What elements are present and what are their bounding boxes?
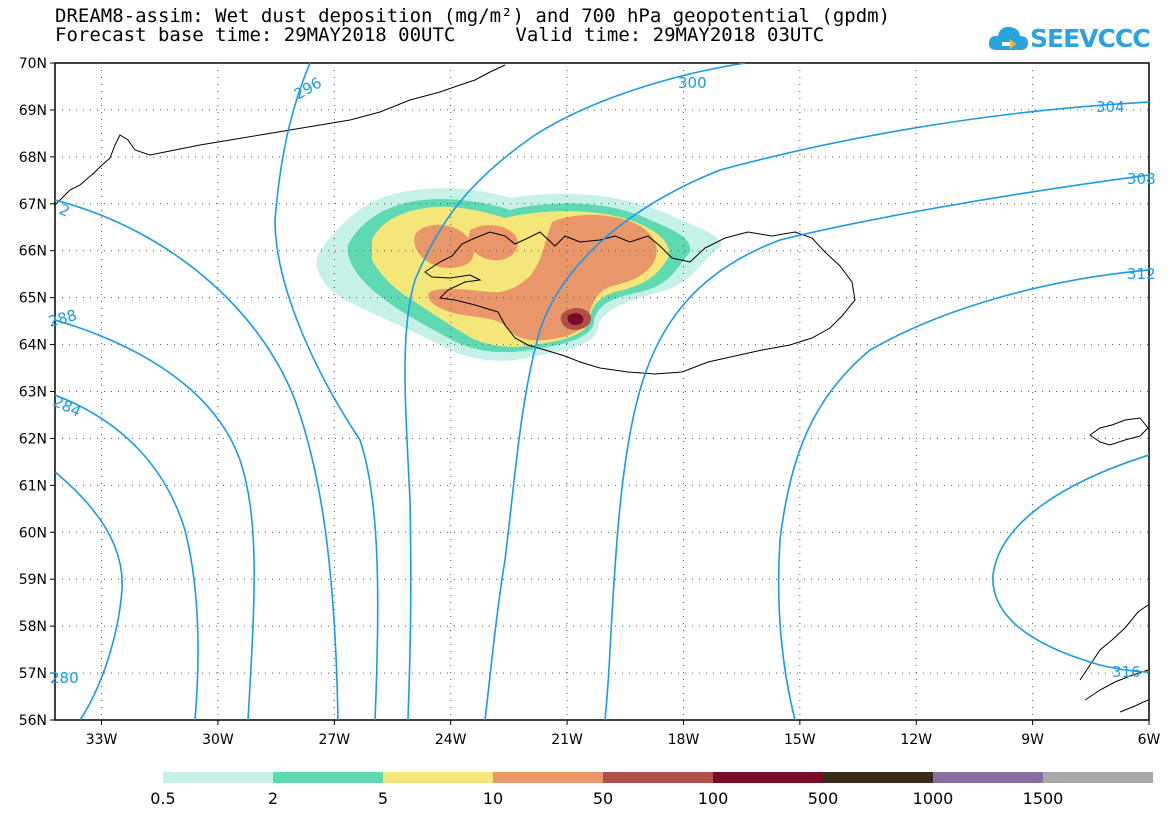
scotland-coast <box>1079 604 1149 713</box>
legend-swatch <box>493 772 603 783</box>
contour-label-312: 312 <box>1127 265 1156 283</box>
legend-swatch <box>933 772 1043 783</box>
contour-300 <box>404 63 746 720</box>
contour-284 <box>55 394 199 720</box>
lon-tick-label: 9W <box>1021 732 1044 748</box>
lat-tick-label: 64N <box>19 338 47 354</box>
lon-tick-label: 30W <box>202 732 234 748</box>
lat-tick-label: 66N <box>19 244 47 260</box>
legend-threshold-label: 1000 <box>913 789 954 808</box>
legend-swatch <box>713 772 823 783</box>
forecast-base-time: Forecast base time: 29MAY2018 00UTC <box>55 24 456 46</box>
lon-tick-label: 6W <box>1138 732 1161 748</box>
legend-swatch <box>273 772 383 783</box>
greenland-coast <box>55 64 506 206</box>
lat-tick-label: 62N <box>19 431 47 447</box>
legend-labels: 0.5 2 5 10 50 100 500 1000 1500 <box>150 789 1063 808</box>
contour-label-group: 296 300 304 308 312 288 284 280 316 2 <box>46 74 1155 687</box>
legend-threshold-label: 100 <box>698 789 729 808</box>
lat-tick-label: 68N <box>19 150 47 166</box>
contour-label-308: 308 <box>1127 170 1156 188</box>
logo-text: SEEVCCC <box>1030 24 1151 53</box>
contour-label-300: 300 <box>678 74 707 92</box>
dust-level-10 <box>468 225 518 261</box>
contour-308 <box>604 174 1149 720</box>
dust-level-10 <box>414 224 475 268</box>
faroe-coast <box>1089 417 1149 446</box>
contour-316 <box>992 454 1149 673</box>
lon-tick-label: 24W <box>435 732 467 748</box>
legend-swatch <box>823 772 933 783</box>
contour-288 <box>55 319 255 720</box>
legend-threshold-label: 2 <box>268 789 278 808</box>
cloud-icon <box>988 26 1028 50</box>
legend-threshold-label: 1500 <box>1023 789 1064 808</box>
legend-swatch <box>383 772 493 783</box>
lon-tick-label: 21W <box>551 732 583 748</box>
lat-tick-label: 61N <box>19 478 47 494</box>
lat-tick-label: 60N <box>19 525 47 541</box>
contour-label-304: 304 <box>1096 98 1125 116</box>
seevccc-logo: SEEVCCC <box>988 18 1151 58</box>
legend-threshold-label: 0.5 <box>150 789 175 808</box>
lon-tick-label: 27W <box>318 732 350 748</box>
graticule <box>55 63 1149 720</box>
lon-tick-label: 18W <box>668 732 700 748</box>
dust-level-10 <box>428 214 657 341</box>
iceland-coast <box>424 231 856 375</box>
legend-threshold-label: 50 <box>593 789 613 808</box>
map-subtitle: Forecast base time: 29MAY2018 00UTC Valid… <box>55 25 824 45</box>
legend-threshold-label: 500 <box>808 789 839 808</box>
lat-tick-label: 59N <box>19 572 47 588</box>
contour-label-316: 316 <box>1112 663 1141 681</box>
contour-label-280: 280 <box>50 669 79 687</box>
axis-ticks <box>50 62 1150 725</box>
legend-swatch <box>1043 772 1153 783</box>
lon-tick-label: 15W <box>784 732 816 748</box>
valid-time: Valid time: 29MAY2018 03UTC <box>515 24 825 46</box>
map-title: DREAM8-assim: Wet dust deposition (mg/m²… <box>55 5 891 27</box>
lon-tick-label: 33W <box>86 732 118 748</box>
lat-tick-label: 67N <box>19 197 47 213</box>
legend-threshold-label: 5 <box>378 789 388 808</box>
lat-tick-label: 69N <box>19 103 47 119</box>
lat-tick-label: 65N <box>19 291 47 307</box>
contour-292 <box>55 199 339 720</box>
geopotential-contours <box>55 63 1149 720</box>
color-legend <box>163 772 1153 783</box>
coastlines <box>55 64 1149 713</box>
lat-tick-label: 57N <box>19 666 47 682</box>
latitude-labels: 70N 69N 68N 67N 66N 65N 64N 63N 62N 61N 60N 59N 58N 5… <box>19 56 47 729</box>
lon-tick-label: 12W <box>900 732 932 748</box>
legend-threshold-label: 10 <box>483 789 503 808</box>
dust-deposition-field <box>316 188 722 361</box>
contour-280 <box>55 471 123 720</box>
dust-level-100 <box>567 313 584 325</box>
contour-304 <box>484 101 1149 720</box>
contour-312 <box>777 269 1149 720</box>
lat-tick-label: 58N <box>19 619 47 635</box>
contour-label-296: 296 <box>291 74 325 104</box>
lat-tick-label: 56N <box>19 713 47 729</box>
legend-swatch <box>163 772 273 783</box>
lat-tick-label: 63N <box>19 385 47 401</box>
legend-swatch <box>603 772 713 783</box>
longitude-labels: 33W 30W 27W 24W 21W 18W 15W 12W 9W 6W <box>86 732 1161 748</box>
contour-label-288: 288 <box>46 306 78 331</box>
contour-296 <box>274 63 379 720</box>
lat-tick-label: 70N <box>19 56 47 72</box>
contour-label-292: 2 <box>56 200 72 220</box>
